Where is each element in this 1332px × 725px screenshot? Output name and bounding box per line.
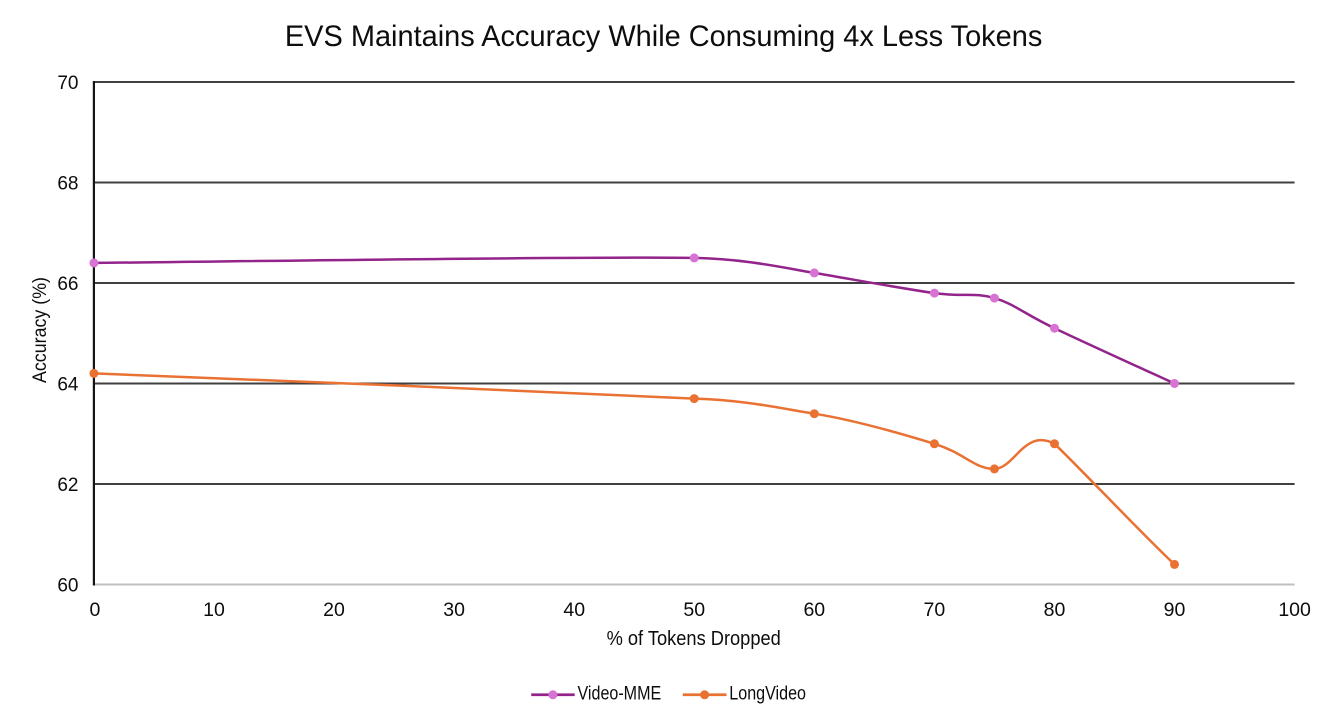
svg-text:20: 20	[323, 599, 345, 621]
svg-text:LongVideo: LongVideo	[729, 684, 806, 705]
svg-text:100: 100	[1278, 599, 1311, 621]
svg-text:60: 60	[803, 599, 825, 621]
svg-text:Accuracy (%): Accuracy (%)	[30, 277, 51, 383]
svg-text:40: 40	[563, 599, 585, 621]
svg-text:62: 62	[57, 475, 78, 496]
svg-text:0: 0	[89, 599, 100, 621]
svg-text:50: 50	[683, 599, 705, 621]
svg-text:30: 30	[443, 599, 465, 621]
svg-text:70: 70	[57, 73, 78, 94]
svg-text:70: 70	[924, 599, 946, 621]
svg-text:90: 90	[1164, 599, 1186, 621]
svg-text:10: 10	[203, 599, 225, 621]
svg-text:80: 80	[1044, 599, 1066, 621]
svg-text:EVS Maintains Accuracy While C: EVS Maintains Accuracy While Consuming 4…	[285, 20, 1043, 53]
svg-text:64: 64	[57, 374, 79, 395]
svg-text:Video-MME: Video-MME	[578, 684, 662, 705]
svg-text:68: 68	[57, 173, 78, 194]
svg-text:60: 60	[57, 575, 78, 596]
svg-text:66: 66	[57, 274, 78, 295]
svg-text:% of Tokens Dropped: % of Tokens Dropped	[607, 628, 781, 650]
